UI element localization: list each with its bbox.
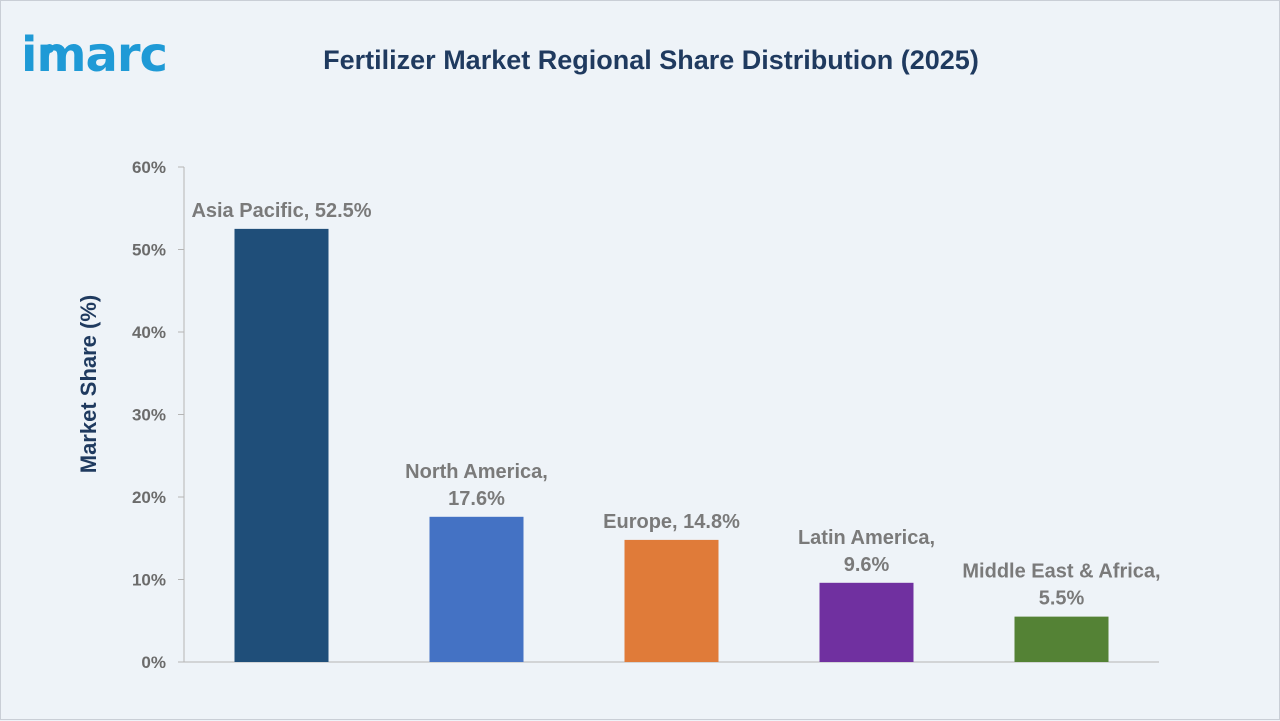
data-label: Asia Pacific, 52.5% [191,200,371,222]
bar-europe [624,539,719,662]
imarc-logo: imarc [21,31,168,79]
data-label: Middle East & Africa, [962,561,1160,583]
logo-dot [45,44,54,53]
bar-asia-pacific [234,228,329,662]
y-tick-label: 40% [132,323,166,342]
logo-text: imarc [21,27,168,83]
bar-latin-america [819,582,914,662]
y-tick-label: 60% [132,158,166,177]
y-tick-label: 20% [132,488,166,507]
bar-north-america [429,516,524,662]
data-label: 5.5% [1039,588,1085,610]
y-tick-label: 10% [132,571,166,590]
chart-title: Fertilizer Market Regional Share Distrib… [323,45,979,75]
data-label: Latin America, [798,527,935,549]
data-label: North America, [405,461,548,483]
bar-middle-east-africa [1014,616,1109,662]
y-tick-label: 0% [141,653,166,672]
data-label: 9.6% [844,554,890,576]
data-label: Europe, 14.8% [603,511,740,533]
y-tick-label: 30% [132,406,166,425]
y-tick-label: 50% [132,241,166,260]
data-label: 17.6% [448,488,505,510]
